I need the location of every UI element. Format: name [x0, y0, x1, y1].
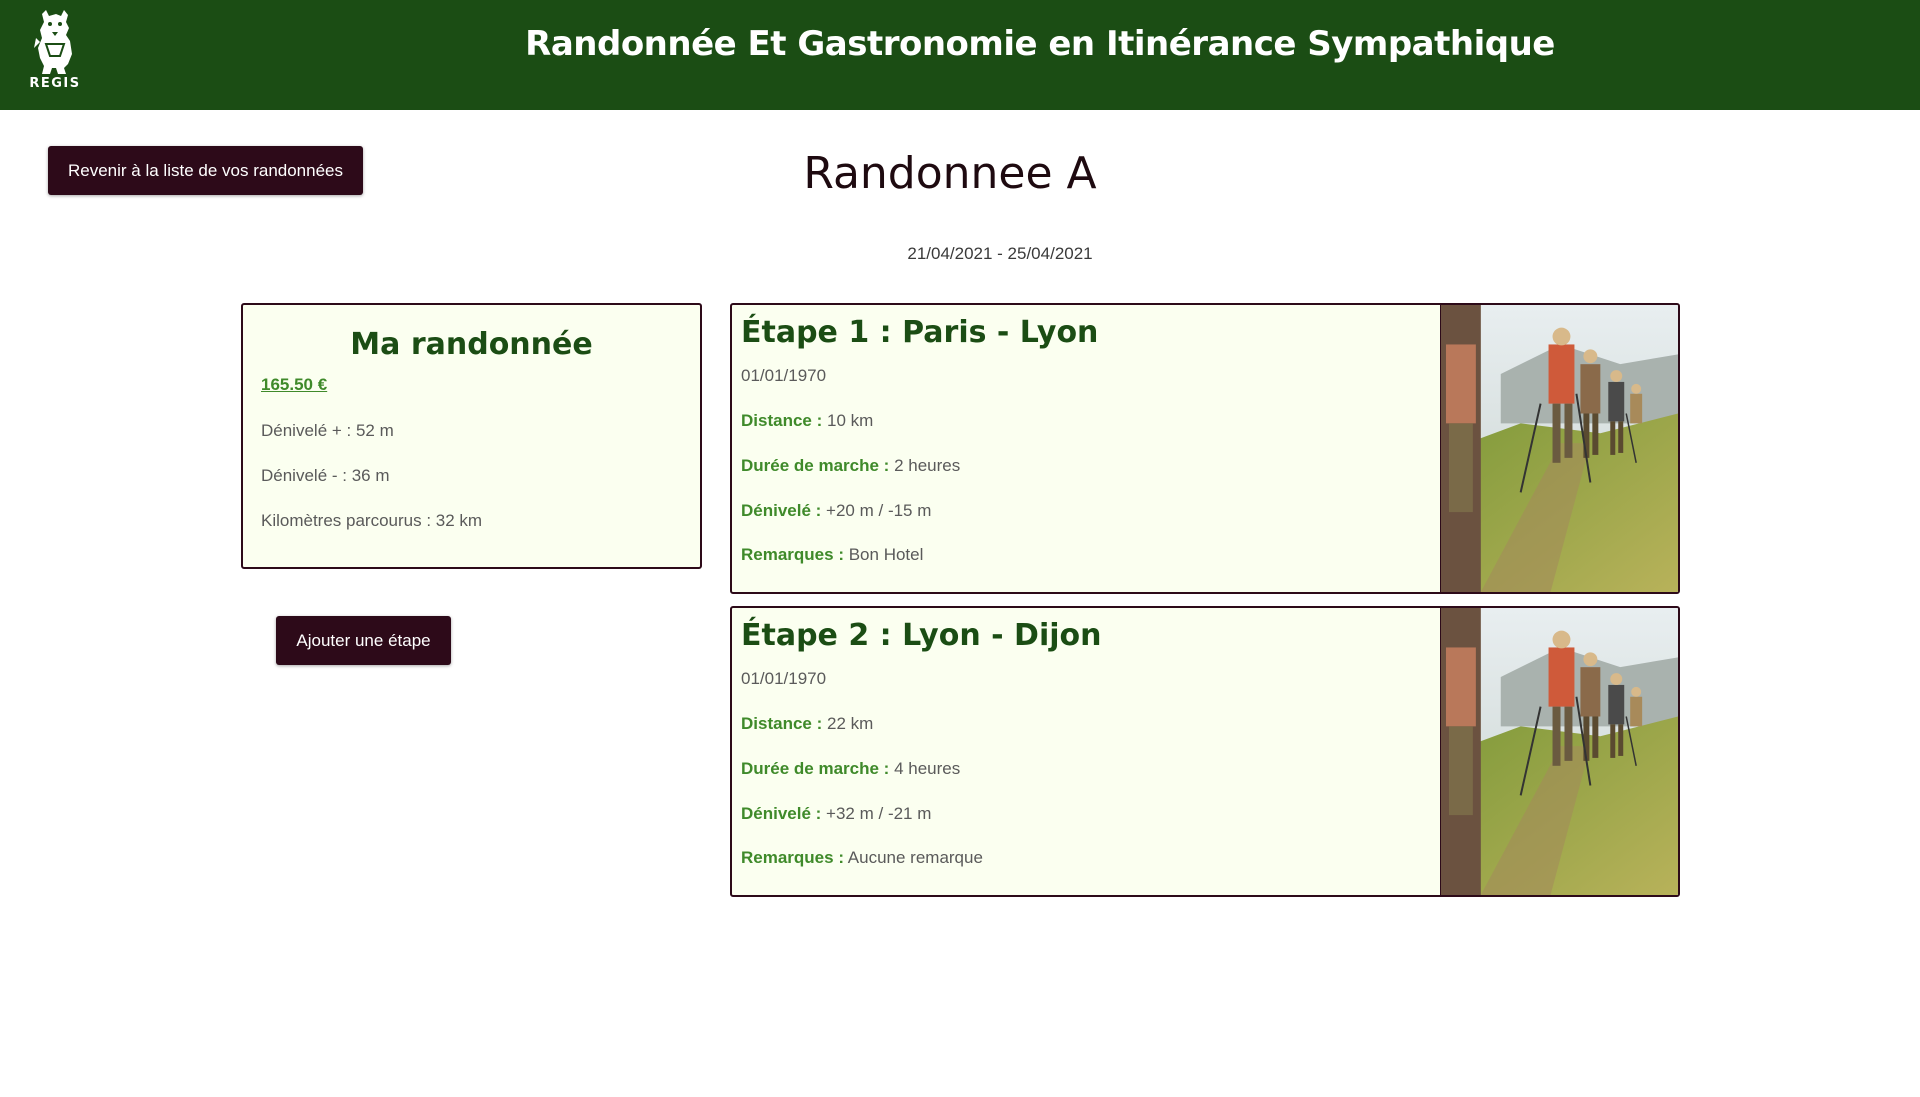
stage-elevation: Dénivelé : +20 m / -15 m: [741, 501, 931, 521]
stage-title: Étape 1 : Paris - Lyon: [741, 315, 1099, 350]
distance-value: 22 km: [826, 714, 874, 733]
logo-text: REGIS: [29, 76, 81, 91]
stage-duration: Durée de marche : 2 heures: [741, 456, 960, 476]
stage-card[interactable]: Étape 2 : Lyon - Dijon 01/01/1970 Distan…: [730, 606, 1680, 897]
site-title: Randonnée Et Gastronomie en Itinérance S…: [525, 24, 1555, 64]
stage-photo: [1440, 305, 1678, 592]
hikers-photo-icon: [1441, 608, 1678, 895]
elevation-label: Dénivelé :: [741, 804, 822, 823]
elevation-value: +20 m / -15 m: [826, 501, 932, 520]
summary-title: Ma randonnée: [350, 327, 593, 362]
elevation-value: +32 m / -21 m: [826, 804, 932, 823]
remarks-label: Remarques :: [741, 545, 844, 564]
stage-card[interactable]: Étape 1 : Paris - Lyon 01/01/1970 Distan…: [730, 303, 1680, 594]
bear-logo-icon: [34, 10, 72, 74]
hikers-photo-icon: [1441, 305, 1678, 592]
stage-date: 01/01/1970: [741, 366, 827, 385]
duration-value: 4 heures: [894, 759, 961, 778]
price-link[interactable]: 165.50 €: [261, 375, 328, 394]
remarks-label: Remarques :: [741, 848, 844, 867]
stage-photo: [1440, 608, 1678, 895]
logo[interactable]: REGIS: [22, 8, 88, 98]
stage-title: Étape 2 : Lyon - Dijon: [741, 618, 1102, 653]
hike-summary-card: Ma randonnée 165.50 € Dénivelé + : 52 m …: [241, 303, 702, 569]
distance-label: Distance :: [741, 714, 823, 733]
back-to-hikes-button[interactable]: Revenir à la liste de vos randonnées: [48, 146, 363, 195]
stage-distance: Distance : 10 km: [741, 411, 873, 431]
remarks-value: Aucune remarque: [847, 848, 983, 867]
elevation-loss: Dénivelé - : 36 m: [261, 466, 390, 485]
stage-duration: Durée de marche : 4 heures: [741, 759, 960, 779]
stage-remarks: Remarques : Aucune remarque: [741, 848, 983, 868]
remarks-value: Bon Hotel: [848, 545, 924, 564]
km-travelled: Kilomètres parcourus : 32 km: [261, 511, 483, 530]
duration-label: Durée de marche :: [741, 456, 890, 475]
stage-elevation: Dénivelé : +32 m / -21 m: [741, 804, 931, 824]
hike-date-range: 21/04/2021 - 25/04/2021: [907, 244, 1093, 263]
distance-value: 10 km: [826, 411, 874, 430]
add-stage-button[interactable]: Ajouter une étape: [276, 616, 451, 665]
elevation-label: Dénivelé :: [741, 501, 822, 520]
site-header: REGIS Randonnée Et Gastronomie en Itinér…: [0, 0, 1920, 110]
duration-label: Durée de marche :: [741, 759, 890, 778]
stage-date: 01/01/1970: [741, 669, 827, 688]
page-title: Randonnee A: [803, 148, 1097, 199]
stage-distance: Distance : 22 km: [741, 714, 873, 734]
duration-value: 2 heures: [894, 456, 961, 475]
elevation-gain: Dénivelé + : 52 m: [261, 421, 394, 440]
distance-label: Distance :: [741, 411, 823, 430]
stage-remarks: Remarques : Bon Hotel: [741, 545, 923, 565]
